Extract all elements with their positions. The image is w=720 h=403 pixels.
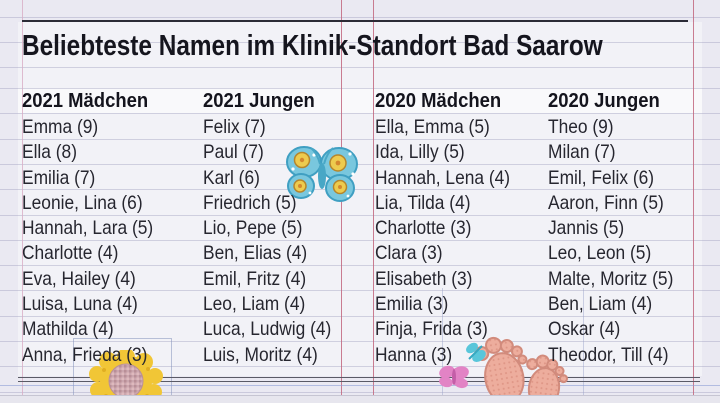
name-cell: Oskar (4) xyxy=(548,318,621,341)
table-header-band xyxy=(18,88,702,113)
grid-line xyxy=(0,315,720,317)
grid-line xyxy=(0,17,720,18)
name-cell: Finja, Frida (3) xyxy=(375,318,488,341)
name-cell: Lio, Pepe (5) xyxy=(203,217,303,240)
pink-butterfly-icon xyxy=(438,362,470,390)
grid-line xyxy=(0,113,720,115)
name-cell: Aaron, Finn (5) xyxy=(548,191,664,214)
name-cell: Malte, Moritz (5) xyxy=(548,267,674,290)
name-cell: Emil, Fritz (4) xyxy=(203,267,307,290)
column-header: 2021 Mädchen xyxy=(22,89,149,112)
page-title: Beliebteste Namen im Klinik-Standort Bad… xyxy=(22,30,603,62)
name-cell: Lia, Tilda (4) xyxy=(375,191,471,214)
spreadsheet-cell-box xyxy=(73,338,172,403)
margin-line xyxy=(22,0,23,403)
table-column-1: 2021 Mädchen Emma (9) Ella (8) Emilia (7) Le… xyxy=(22,88,169,368)
grid-line xyxy=(0,88,720,89)
name-cell: Luis, Moritz (4) xyxy=(203,343,318,366)
name-cell: Jannis (5) xyxy=(548,217,625,240)
name-cell: Ida, Lilly (5) xyxy=(375,141,465,164)
name-cell: Clara (3) xyxy=(375,242,443,265)
name-cell: Ben, Liam (4) xyxy=(548,293,653,316)
name-cell: Theodor, Till (4) xyxy=(548,343,669,366)
grid-line xyxy=(0,391,720,393)
small-blue-butterfly-icon xyxy=(464,341,488,365)
table-column-4: 2020 Jungen Theo (9) Milan (7) Emil, Felix … xyxy=(548,88,689,368)
table-column-2: 2021 Jungen Felix (7) Paul (7) Karl (6) Frie… xyxy=(203,88,347,368)
grid-line xyxy=(0,239,720,241)
name-cell: Mathilda (4) xyxy=(22,318,114,341)
column-header: 2020 Jungen xyxy=(548,89,660,112)
name-cell: Theo (9) xyxy=(548,116,614,138)
butterfly-icon xyxy=(284,141,362,207)
name-cell: Ella, Emma (5) xyxy=(375,116,490,138)
page-break-line xyxy=(693,0,694,403)
name-cell: Eva, Hailey (4) xyxy=(22,267,136,290)
name-cell: Emilia (3) xyxy=(375,293,449,316)
bottom-rule xyxy=(18,380,700,382)
name-cell: Charlotte (4) xyxy=(22,242,119,265)
name-cell: Anna, Frieda (3) xyxy=(22,343,148,366)
name-cell: Emma (9) xyxy=(22,116,99,138)
name-cell: Friedrich (5) xyxy=(203,191,297,214)
name-cell: Hannah, Lara (5) xyxy=(22,217,154,240)
grid-line xyxy=(0,42,720,43)
grid-line xyxy=(0,189,720,191)
name-cell: Leonie, Lina (6) xyxy=(22,191,143,214)
page-break-line xyxy=(373,0,374,403)
grid-line xyxy=(0,67,720,68)
name-cell: Paul (7) xyxy=(203,141,264,164)
grid-line xyxy=(0,214,720,216)
bottom-rule xyxy=(18,377,700,378)
horizontal-scrollbar[interactable] xyxy=(0,395,720,403)
blue-grid-rule xyxy=(0,385,720,386)
grid-line xyxy=(0,341,720,342)
name-cell: Karl (6) xyxy=(203,166,260,189)
name-cell: Emilia (7) xyxy=(22,166,96,189)
name-cell: Ben, Elias (4) xyxy=(203,242,308,265)
grid-line xyxy=(0,163,720,165)
title-top-rule xyxy=(22,20,688,22)
baby-feet-icon xyxy=(474,336,570,403)
name-cell: Elisabeth (3) xyxy=(375,267,473,290)
name-cell: Leo, Leon (5) xyxy=(548,242,652,265)
grid-line xyxy=(0,265,720,267)
name-cell: Emil, Felix (6) xyxy=(548,166,655,189)
column-header: 2020 Mädchen xyxy=(375,89,502,112)
content-sheet xyxy=(18,22,702,376)
name-cell: Luca, Ludwig (4) xyxy=(203,318,332,341)
grid-line-vertical xyxy=(442,288,443,403)
name-cell: Hanna (3) xyxy=(375,343,453,366)
grid-line xyxy=(0,290,720,292)
name-cell: Charlotte (3) xyxy=(375,217,472,240)
grid-line-vertical xyxy=(583,288,584,403)
name-cell: Luisa, Luna (4) xyxy=(22,293,138,316)
name-cell: Felix (7) xyxy=(203,116,266,138)
name-cell: Milan (7) xyxy=(548,141,616,164)
grid-line xyxy=(0,366,720,368)
column-header: 2021 Jungen xyxy=(203,89,315,112)
name-cell: Hannah, Lena (4) xyxy=(375,166,511,189)
name-cell: Ella (8) xyxy=(22,141,77,164)
table-column-3: 2020 Mädchen Ella, Emma (5) Ida, Lilly (5)… xyxy=(375,88,527,368)
name-cell: Leo, Liam (4) xyxy=(203,293,306,316)
grid-line xyxy=(0,138,720,140)
